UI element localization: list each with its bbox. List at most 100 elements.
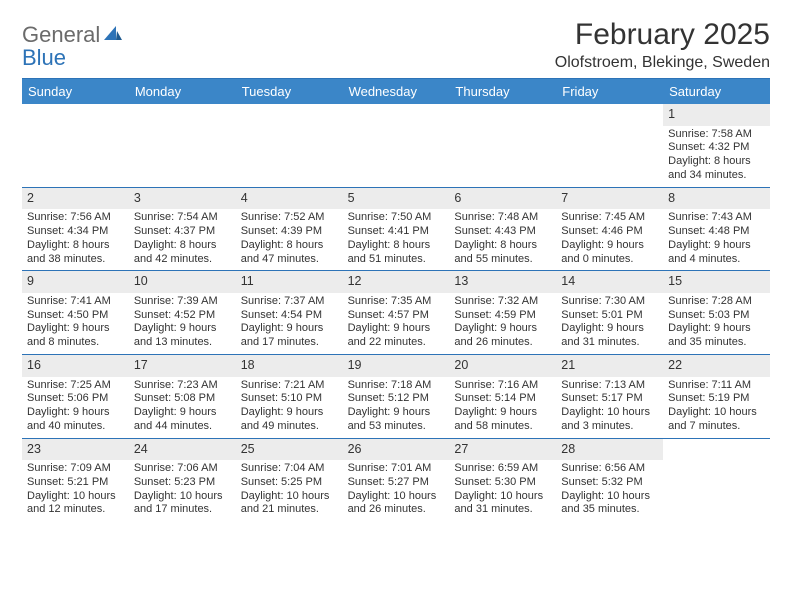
sunset-text: Sunset: 5:08 PM [134, 392, 231, 406]
calendar-cell-empty [343, 104, 450, 187]
sunrise-text: Sunrise: 7:54 AM [134, 211, 231, 225]
calendar-cell: 27Sunrise: 6:59 AMSunset: 5:30 PMDayligh… [449, 439, 556, 522]
calendar-cell-empty [129, 104, 236, 187]
day-body: Sunrise: 7:39 AMSunset: 4:52 PMDaylight:… [129, 293, 236, 354]
title-block: February 2025 Olofstroem, Blekinge, Swed… [555, 18, 770, 72]
calendar-cell: 10Sunrise: 7:39 AMSunset: 4:52 PMDayligh… [129, 271, 236, 354]
day-body: Sunrise: 7:13 AMSunset: 5:17 PMDaylight:… [556, 377, 663, 438]
sunrise-text: Sunrise: 7:37 AM [241, 295, 338, 309]
day-body: Sunrise: 7:30 AMSunset: 5:01 PMDaylight:… [556, 293, 663, 354]
sunrise-text: Sunrise: 7:30 AM [561, 295, 658, 309]
weeks-container: 1Sunrise: 7:58 AMSunset: 4:32 PMDaylight… [22, 104, 770, 521]
day-body: Sunrise: 7:41 AMSunset: 4:50 PMDaylight:… [22, 293, 129, 354]
calendar-cell-empty [663, 439, 770, 522]
calendar-week: 23Sunrise: 7:09 AMSunset: 5:21 PMDayligh… [22, 439, 770, 522]
daylight-text: Daylight: 10 hours and 12 minutes. [27, 490, 124, 518]
day-number: 4 [236, 188, 343, 210]
sunrise-text: Sunrise: 7:13 AM [561, 379, 658, 393]
day-body: Sunrise: 7:48 AMSunset: 4:43 PMDaylight:… [449, 209, 556, 270]
day-body: Sunrise: 7:54 AMSunset: 4:37 PMDaylight:… [129, 209, 236, 270]
calendar-cell: 21Sunrise: 7:13 AMSunset: 5:17 PMDayligh… [556, 355, 663, 438]
daylight-text: Daylight: 9 hours and 31 minutes. [561, 322, 658, 350]
day-body: Sunrise: 7:06 AMSunset: 5:23 PMDaylight:… [129, 460, 236, 521]
sunset-text: Sunset: 5:06 PM [27, 392, 124, 406]
day-body: Sunrise: 7:01 AMSunset: 5:27 PMDaylight:… [343, 460, 450, 521]
sunset-text: Sunset: 5:21 PM [27, 476, 124, 490]
sunrise-text: Sunrise: 7:52 AM [241, 211, 338, 225]
day-of-week-label: Wednesday [343, 79, 450, 104]
brand-logo: General Blue [22, 18, 124, 69]
brand-logo-row: General [22, 24, 124, 47]
sunset-text: Sunset: 4:37 PM [134, 225, 231, 239]
calendar-cell: 14Sunrise: 7:30 AMSunset: 5:01 PMDayligh… [556, 271, 663, 354]
sunset-text: Sunset: 4:48 PM [668, 225, 765, 239]
day-number: 2 [22, 188, 129, 210]
calendar-cell: 9Sunrise: 7:41 AMSunset: 4:50 PMDaylight… [22, 271, 129, 354]
sunrise-text: Sunrise: 7:18 AM [348, 379, 445, 393]
sunset-text: Sunset: 5:23 PM [134, 476, 231, 490]
calendar-cell: 17Sunrise: 7:23 AMSunset: 5:08 PMDayligh… [129, 355, 236, 438]
day-body: Sunrise: 7:21 AMSunset: 5:10 PMDaylight:… [236, 377, 343, 438]
daylight-text: Daylight: 8 hours and 51 minutes. [348, 239, 445, 267]
calendar-cell: 1Sunrise: 7:58 AMSunset: 4:32 PMDaylight… [663, 104, 770, 187]
day-number: 21 [556, 355, 663, 377]
daylight-text: Daylight: 9 hours and 13 minutes. [134, 322, 231, 350]
sunrise-text: Sunrise: 6:56 AM [561, 462, 658, 476]
day-of-week-label: Tuesday [236, 79, 343, 104]
daylight-text: Daylight: 8 hours and 38 minutes. [27, 239, 124, 267]
sunrise-text: Sunrise: 7:21 AM [241, 379, 338, 393]
day-number: 8 [663, 188, 770, 210]
daylight-text: Daylight: 10 hours and 3 minutes. [561, 406, 658, 434]
sunrise-text: Sunrise: 7:35 AM [348, 295, 445, 309]
sunset-text: Sunset: 4:52 PM [134, 309, 231, 323]
daylight-text: Daylight: 8 hours and 42 minutes. [134, 239, 231, 267]
calendar-cell: 8Sunrise: 7:43 AMSunset: 4:48 PMDaylight… [663, 188, 770, 271]
location-subtitle: Olofstroem, Blekinge, Sweden [555, 54, 770, 72]
sunrise-text: Sunrise: 7:01 AM [348, 462, 445, 476]
day-body: Sunrise: 7:37 AMSunset: 4:54 PMDaylight:… [236, 293, 343, 354]
daylight-text: Daylight: 10 hours and 7 minutes. [668, 406, 765, 434]
calendar-cell: 15Sunrise: 7:28 AMSunset: 5:03 PMDayligh… [663, 271, 770, 354]
daylight-text: Daylight: 10 hours and 21 minutes. [241, 490, 338, 518]
calendar-cell: 26Sunrise: 7:01 AMSunset: 5:27 PMDayligh… [343, 439, 450, 522]
day-body: Sunrise: 7:18 AMSunset: 5:12 PMDaylight:… [343, 377, 450, 438]
sunset-text: Sunset: 4:39 PM [241, 225, 338, 239]
calendar-cell: 20Sunrise: 7:16 AMSunset: 5:14 PMDayligh… [449, 355, 556, 438]
day-of-week-label: Thursday [449, 79, 556, 104]
day-of-week-label: Saturday [663, 79, 770, 104]
calendar-cell: 18Sunrise: 7:21 AMSunset: 5:10 PMDayligh… [236, 355, 343, 438]
daylight-text: Daylight: 8 hours and 34 minutes. [668, 155, 765, 183]
day-number: 28 [556, 439, 663, 461]
day-number: 11 [236, 271, 343, 293]
calendar-cell: 25Sunrise: 7:04 AMSunset: 5:25 PMDayligh… [236, 439, 343, 522]
sunrise-text: Sunrise: 7:06 AM [134, 462, 231, 476]
day-number: 5 [343, 188, 450, 210]
day-body: Sunrise: 7:56 AMSunset: 4:34 PMDaylight:… [22, 209, 129, 270]
day-body: Sunrise: 7:45 AMSunset: 4:46 PMDaylight:… [556, 209, 663, 270]
sunset-text: Sunset: 5:27 PM [348, 476, 445, 490]
sunset-text: Sunset: 4:59 PM [454, 309, 551, 323]
brand-part1: General [22, 24, 100, 46]
sunset-text: Sunset: 5:32 PM [561, 476, 658, 490]
sunrise-text: Sunrise: 7:09 AM [27, 462, 124, 476]
day-number: 1 [663, 104, 770, 126]
sunset-text: Sunset: 5:14 PM [454, 392, 551, 406]
calendar-cell: 7Sunrise: 7:45 AMSunset: 4:46 PMDaylight… [556, 188, 663, 271]
calendar-cell-empty [236, 104, 343, 187]
daylight-text: Daylight: 9 hours and 26 minutes. [454, 322, 551, 350]
day-number: 19 [343, 355, 450, 377]
daylight-text: Daylight: 8 hours and 47 minutes. [241, 239, 338, 267]
daylight-text: Daylight: 9 hours and 40 minutes. [27, 406, 124, 434]
day-number: 17 [129, 355, 236, 377]
day-of-week-row: SundayMondayTuesdayWednesdayThursdayFrid… [22, 79, 770, 104]
calendar-cell: 28Sunrise: 6:56 AMSunset: 5:32 PMDayligh… [556, 439, 663, 522]
day-number: 22 [663, 355, 770, 377]
calendar-cell: 23Sunrise: 7:09 AMSunset: 5:21 PMDayligh… [22, 439, 129, 522]
daylight-text: Daylight: 9 hours and 0 minutes. [561, 239, 658, 267]
daylight-text: Daylight: 8 hours and 55 minutes. [454, 239, 551, 267]
day-body: Sunrise: 7:11 AMSunset: 5:19 PMDaylight:… [663, 377, 770, 438]
calendar-grid: SundayMondayTuesdayWednesdayThursdayFrid… [22, 79, 770, 521]
sunset-text: Sunset: 5:19 PM [668, 392, 765, 406]
sunset-text: Sunset: 5:03 PM [668, 309, 765, 323]
day-body: Sunrise: 7:43 AMSunset: 4:48 PMDaylight:… [663, 209, 770, 270]
